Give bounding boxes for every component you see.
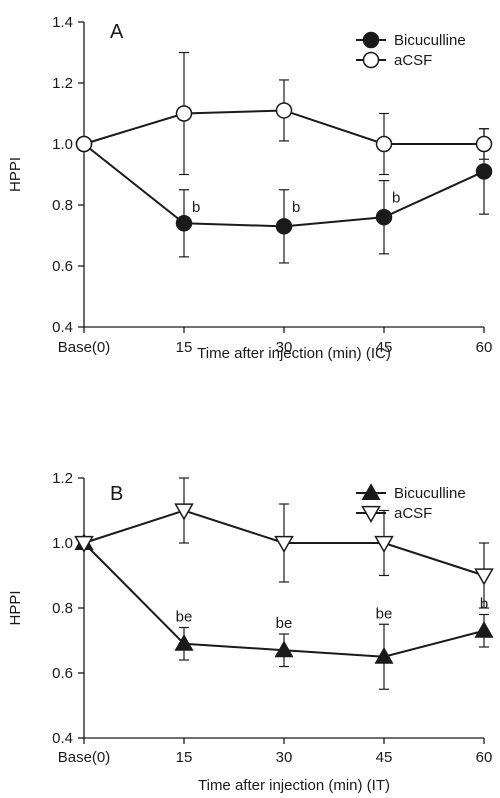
- panel-a-significance-label: b: [192, 199, 200, 216]
- panel-b-data-point: [274, 535, 294, 554]
- panel-b-significance-label: be: [276, 615, 293, 632]
- panel-b-y-tick-label: 0.4: [52, 730, 73, 747]
- panel-b-y-axis-label: HPPI: [7, 590, 24, 625]
- panel-a-y-tick-label: 1.2: [52, 75, 73, 92]
- panel-a-y-tick-label: 1.4: [52, 14, 73, 31]
- panel-a-x-axis-label: Time after injection (min) (IC): [197, 345, 391, 362]
- panel-b-legend-marker: [361, 483, 381, 500]
- panel-b-data-point: [74, 535, 94, 554]
- panel-a-legend-label: aCSF: [394, 52, 432, 69]
- panel-b-significance-label: be: [176, 609, 193, 626]
- panel-a-legend: Bicuculline aCSF: [356, 31, 466, 69]
- panel-b-y-tick-label: 1.2: [52, 470, 73, 487]
- panel-b-series-acsf: [74, 477, 494, 609]
- panel-a-y-axis-label: HPPI: [7, 157, 24, 192]
- panel-a-data-point: [375, 135, 393, 153]
- panel-b-data-point: [474, 621, 494, 638]
- panel-a-series-acsf: [75, 51, 493, 176]
- panel-b-legend-label: Bicuculline: [394, 485, 466, 502]
- panel-a-letter: A: [110, 21, 124, 43]
- panel-b-y-tick-label: 1.0: [52, 535, 73, 552]
- panel-a-x-tick-label: 30: [276, 339, 293, 356]
- panel-a-legend-label: Bicuculline: [394, 32, 466, 49]
- panel-a-significance-label: b: [292, 199, 300, 216]
- panel-a-series-bicuculline: b bb: [75, 128, 493, 264]
- panel-a-x-tick-label: 15: [176, 339, 193, 356]
- panel-b-letter: B: [110, 483, 123, 505]
- panel-b-legend-marker: [361, 505, 381, 524]
- panel-a-y-tick-label: 0.8: [52, 197, 73, 214]
- panel-b-x-axis-label: Time after injection (min) (IT): [198, 777, 390, 794]
- panel-a-significance-label: b: [392, 190, 400, 207]
- panel-a-data-point: [175, 105, 193, 122]
- panel-a-data-point: [275, 102, 293, 119]
- panel-b-data-point: [174, 634, 194, 651]
- panel-a-data-point: [375, 208, 393, 226]
- panel-a-y-tick-label: 1.0: [52, 136, 73, 153]
- panel-a-x-tick-label: 45: [376, 339, 393, 356]
- panel-a: 0.4 0.6 0.8 1.0 1.2 1.4 Base(0) 15 30 45 60 Time af…: [7, 14, 492, 362]
- panel-a-x-tick-label: Base(0): [58, 339, 111, 356]
- panel-b-data-point: [274, 640, 294, 658]
- panel-b-x-tick-label: 60: [476, 749, 493, 766]
- panel-a-data-point: [275, 218, 293, 235]
- panel-b-x-tick-label: 15: [176, 749, 193, 766]
- panel-b-data-point: [174, 503, 194, 521]
- panel-b-x-tick-label: Base(0): [58, 749, 111, 766]
- panel-a-legend-marker: [362, 51, 380, 69]
- panel-b-data-point: [474, 568, 494, 586]
- panel-a-y-tick-label: 0.4: [52, 319, 73, 336]
- panel-b-x-tick-label: 30: [276, 749, 293, 766]
- panel-a-data-point: [475, 135, 493, 153]
- panel-b-y-tick-label: 0.6: [52, 665, 73, 682]
- panel-b-legend: Bicuculline aCSF: [356, 483, 466, 524]
- panel-b-y-tick-label: 0.8: [52, 600, 73, 617]
- panel-b-data-point: [374, 647, 394, 664]
- panel-b-data-point: [374, 535, 394, 554]
- panel-a-data-point: [475, 163, 493, 180]
- panel-a-legend-marker: [362, 31, 380, 49]
- panel-b-x-tick-label: 45: [376, 749, 393, 766]
- panel-a-data-point: [175, 215, 193, 232]
- panel-b-significance-label: be: [376, 605, 393, 622]
- panel-b: 0.4 0.6 0.8 1.0 1.2 Base(0) 15 30 45 60 Time after…: [7, 470, 494, 794]
- panel-a-x-tick-label: 60: [476, 339, 493, 356]
- panel-a-data-point: [75, 135, 93, 153]
- panel-a-y-tick-label: 0.6: [52, 258, 73, 275]
- panel-b-legend-label: aCSF: [394, 505, 432, 522]
